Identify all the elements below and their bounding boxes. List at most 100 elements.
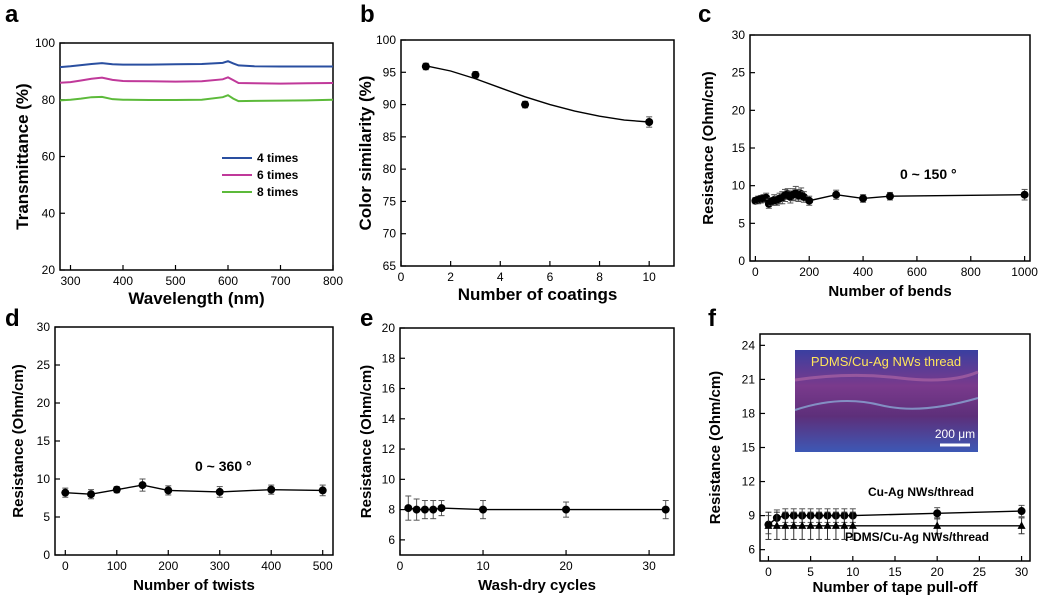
panel-c: c 0 200 400 600 800 1000 0 5 10 15 20 25 30 Number of …: [698, 1, 1038, 300]
y-tick-label: 15: [732, 141, 746, 155]
inset-thread-highlight: [794, 397, 979, 411]
y-axis-label: Resistance (Ohm/cm): [707, 371, 724, 524]
x-tick-label: 10: [846, 565, 860, 579]
y-tick-label: 5: [738, 216, 745, 230]
inset-label: PDMS/Cu-Ag NWs thread: [811, 354, 961, 369]
data-point: [215, 487, 224, 496]
x-tick-label: 30: [1015, 565, 1029, 579]
y-tick-label: 20: [37, 396, 51, 410]
x-tick-label: 500: [313, 559, 333, 573]
x-tick-label: 300: [210, 559, 230, 573]
data-point: [781, 521, 790, 529]
panel-e: e 0 10 20 30 6 8 10 12 14 16 18 20 Wash-dry cycles Res…: [358, 305, 675, 594]
x-tick-label: 200: [799, 265, 819, 279]
data-point: [61, 488, 70, 497]
plot-frame: [54, 326, 334, 556]
data-point: [471, 70, 480, 79]
legend-label: 8 times: [257, 185, 299, 199]
x-tick-label: 0: [398, 270, 405, 284]
panel-f: f 0 5 10 15 20 25 30 6 9 12 15 18 21 24 Number of tape …: [707, 305, 1031, 596]
x-tick-label: 400: [261, 559, 281, 573]
x-tick-label: 15: [888, 565, 902, 579]
panel-a: a 300 400 500 600 700 800 20 40 60 80 100 Wavelength…: [5, 1, 343, 308]
y-tick-label: 30: [732, 28, 746, 42]
x-tick-label: 2: [447, 270, 454, 284]
data-point: [823, 521, 832, 529]
data-point: [164, 486, 173, 495]
panel-letter: e: [360, 305, 373, 332]
y-tick-label: 18: [742, 406, 756, 420]
panel-d: d 0 100 200 300 400 500 0 5 10 15 20 25 30 Number of t…: [5, 305, 334, 594]
x-tick-label: 20: [559, 559, 573, 573]
y-tick-label: 6: [748, 543, 755, 557]
plot-frame: [749, 34, 1031, 262]
x-axis-label: Number of coatings: [458, 285, 618, 304]
x-tick-label: 600: [907, 265, 927, 279]
y-tick-label: 85: [383, 130, 397, 144]
scale-bar-label: 200 μm: [935, 427, 975, 441]
y-tick-label: 8: [388, 503, 395, 517]
x-tick-label: 10: [476, 559, 490, 573]
plot-frame: [400, 39, 675, 267]
data-point: [933, 509, 942, 518]
data-point: [412, 505, 421, 514]
data-point: [859, 194, 868, 203]
data-point: [772, 521, 781, 529]
plot-frame: [399, 327, 675, 556]
x-tick-label: 600: [218, 274, 238, 288]
x-tick-label: 800: [961, 265, 981, 279]
x-tick-label: 6: [547, 270, 554, 284]
y-axis-label: Transmittance (%): [13, 83, 32, 229]
y-tick-label: 15: [742, 441, 756, 455]
y-tick-label: 10: [37, 472, 51, 486]
data-point: [806, 521, 815, 529]
x-axis-label: Number of twists: [133, 577, 255, 594]
y-tick-label: 9: [748, 509, 755, 523]
data-point: [112, 485, 121, 494]
x-tick-label: 0: [397, 559, 404, 573]
x-tick-label: 300: [60, 274, 80, 288]
y-tick-label: 65: [383, 259, 397, 273]
y-tick-label: 30: [37, 320, 51, 334]
data-point: [832, 190, 841, 199]
y-tick-label: 16: [382, 382, 396, 396]
data-point: [521, 100, 530, 109]
series-line: [59, 76, 334, 85]
x-axis-label: Number of tape pull-off: [813, 579, 979, 596]
y-tick-label: 20: [42, 263, 56, 277]
data-point: [138, 481, 147, 490]
series-label: Cu-Ag NWs/thread: [868, 485, 974, 499]
y-tick-label: 80: [383, 162, 397, 176]
data-point: [831, 521, 840, 529]
data-point: [798, 521, 807, 529]
y-tick-label: 80: [42, 93, 56, 107]
y-tick-label: 100: [35, 36, 55, 50]
x-tick-label: 5: [807, 565, 814, 579]
panel-letter: a: [5, 1, 19, 28]
y-tick-label: 100: [376, 33, 396, 47]
y-tick-label: 10: [732, 179, 746, 193]
data-point: [1017, 507, 1026, 516]
inset-thread-highlight: [794, 370, 979, 382]
x-tick-label: 200: [158, 559, 178, 573]
series-line: [59, 94, 334, 103]
series-line: [65, 484, 323, 495]
angle-annotation: 0 ~ 150 °: [900, 166, 957, 182]
y-tick-label: 40: [42, 206, 56, 220]
x-tick-label: 30: [642, 559, 656, 573]
x-axis-label: Wash-dry cycles: [478, 577, 596, 594]
panel-letter: c: [698, 1, 711, 28]
y-tick-label: 14: [382, 412, 396, 426]
x-tick-label: 20: [931, 565, 945, 579]
x-tick-label: 400: [853, 265, 873, 279]
angle-annotation: 0 ~ 360 °: [195, 458, 252, 474]
y-tick-label: 25: [37, 358, 51, 372]
data-point: [789, 521, 798, 529]
y-tick-label: 5: [43, 510, 50, 524]
y-tick-label: 21: [742, 372, 756, 386]
y-tick-label: 25: [732, 66, 746, 80]
y-tick-label: 75: [383, 194, 397, 208]
data-point: [87, 490, 96, 499]
y-tick-label: 60: [42, 150, 56, 164]
